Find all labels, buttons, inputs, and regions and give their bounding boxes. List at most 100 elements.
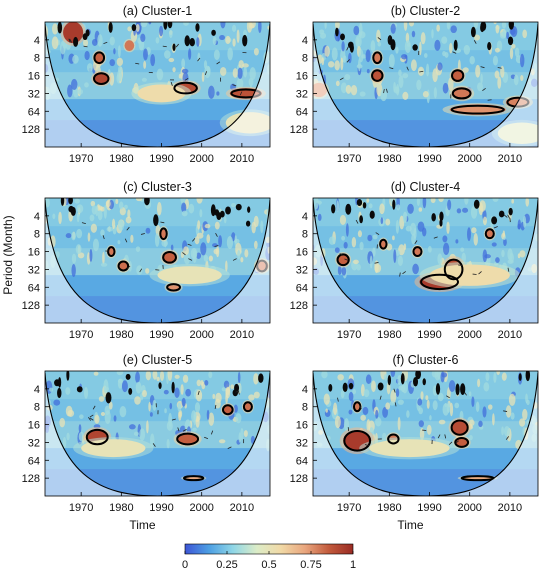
power-texture: [345, 84, 352, 94]
power-texture: [79, 414, 84, 419]
y-axis-title: Period (Month): [1, 215, 15, 294]
phase-arrow: [160, 221, 165, 224]
power-texture: [65, 233, 72, 239]
power-texture: [331, 47, 338, 61]
x-tick-label: 2010: [230, 329, 254, 341]
significance-contour: [93, 51, 106, 65]
significance-spot: [390, 39, 396, 51]
phase-arrow: [493, 226, 498, 229]
x-tick-label: 2000: [457, 153, 481, 165]
cone-of-influence-shade: [313, 200, 538, 323]
power-texture: [436, 24, 440, 32]
power-texture: [471, 396, 475, 408]
power-texture: [218, 235, 223, 248]
power-texture: [491, 242, 497, 247]
power-texture: [108, 401, 113, 410]
significance-contour: [484, 228, 495, 240]
power-texture: [225, 392, 228, 404]
power-texture: [194, 402, 201, 413]
power-texture: [192, 427, 197, 432]
y-tick-label: 16: [28, 247, 40, 259]
significance-contour: [93, 72, 110, 85]
power-texture: [74, 198, 80, 204]
power-texture: [455, 239, 459, 244]
phase-arrow: [204, 436, 209, 440]
power-texture: [190, 247, 198, 260]
power-texture: [494, 47, 500, 53]
cone-of-influence-line: [313, 23, 538, 147]
significance-spot: [68, 198, 73, 205]
power-peak: [162, 251, 177, 264]
power-texture: [243, 66, 248, 78]
phase-arrow: [393, 388, 396, 393]
power-texture: [168, 57, 175, 63]
power-texture: [166, 421, 173, 431]
power-texture: [194, 236, 200, 245]
power-texture: [188, 203, 195, 214]
power-texture: [234, 238, 240, 244]
y-tick-label: 4: [302, 35, 308, 47]
power-texture: [140, 33, 146, 43]
power-texture: [231, 202, 236, 208]
phase-arrow: [406, 66, 409, 71]
power-texture: [146, 420, 149, 434]
power-texture: [432, 400, 438, 411]
power-texture: [97, 210, 103, 221]
power-texture: [328, 236, 336, 245]
phase-arrow: [227, 446, 232, 449]
significance-spot: [108, 22, 113, 33]
significance-spot: [392, 199, 396, 210]
phase-arrow: [81, 222, 86, 225]
power-texture: [213, 49, 220, 61]
plot-frame: [312, 21, 539, 148]
power-texture: [335, 22, 340, 30]
power-texture: [393, 249, 397, 263]
power-texture: [367, 234, 373, 242]
phase-arrow: [448, 441, 453, 446]
power-texture: [340, 389, 345, 399]
y-tick-label: 32: [296, 437, 308, 449]
power-texture: [135, 198, 143, 202]
significance-spot: [349, 43, 354, 53]
power-texture: [480, 73, 483, 84]
significance-spot: [369, 210, 375, 219]
power-texture: [142, 390, 147, 398]
power-texture: [501, 372, 507, 381]
power-texture: [117, 65, 123, 74]
power-texture: [98, 396, 105, 402]
power-texture: [389, 401, 396, 406]
power-texture: [523, 215, 527, 228]
power-texture: [356, 37, 360, 48]
power-texture: [348, 52, 352, 64]
power-peak: [429, 264, 510, 286]
power-texture: [219, 66, 227, 76]
significance-spot: [362, 202, 367, 209]
panel-5: (e) Cluster-5 4 8 16 32 64 128 1970 1980 1990 2000…: [22, 353, 271, 532]
significance-spot: [413, 376, 419, 387]
panel-title: (e) Cluster-5: [123, 353, 193, 367]
phase-arrow: [204, 71, 208, 76]
significance-contour: [336, 253, 350, 267]
power-texture: [195, 415, 200, 428]
power-texture: [478, 202, 484, 216]
power-texture: [419, 41, 422, 56]
significance-spot: [387, 375, 392, 386]
power-texture: [163, 389, 169, 395]
y-tick-label: 16: [296, 420, 308, 432]
power-texture: [244, 249, 249, 258]
significance-contour: [372, 51, 383, 65]
power-texture: [460, 247, 465, 252]
power-texture: [468, 419, 475, 426]
power-texture: [204, 223, 211, 229]
power-peak: [93, 51, 105, 64]
significance-contour: [117, 260, 130, 272]
power-texture: [102, 251, 105, 265]
y-tick-label: 4: [302, 211, 308, 223]
power-texture: [402, 211, 408, 223]
power-texture: [248, 23, 255, 29]
power-texture: [106, 226, 113, 232]
phase-arrow: [235, 390, 240, 393]
power-texture: [369, 255, 373, 269]
x-tick-label: 2000: [457, 329, 481, 341]
x-tick-label: 1990: [417, 502, 441, 514]
